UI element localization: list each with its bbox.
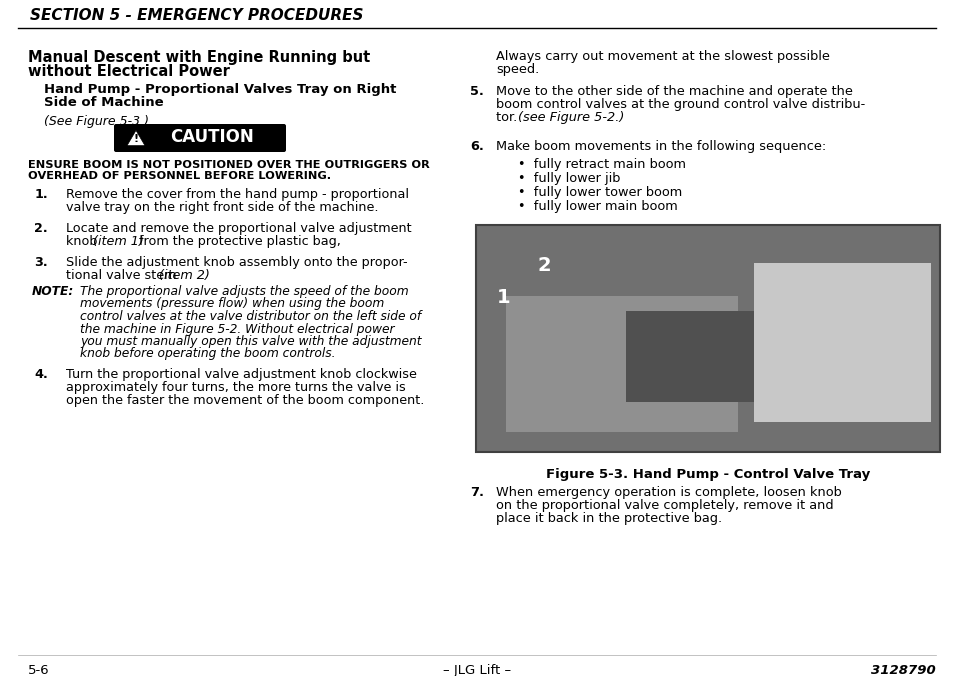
Text: (See Figure 5-3.): (See Figure 5-3.) xyxy=(44,115,149,128)
Text: 5.: 5. xyxy=(470,85,483,98)
Text: tional valve stem: tional valve stem xyxy=(66,269,180,282)
Text: SECTION 5 - EMERGENCY PROCEDURES: SECTION 5 - EMERGENCY PROCEDURES xyxy=(30,7,363,22)
Text: .: . xyxy=(201,269,205,282)
Text: Remove the cover from the hand pump - proportional: Remove the cover from the hand pump - pr… xyxy=(66,188,409,201)
Text: movements (pressure flow) when using the boom: movements (pressure flow) when using the… xyxy=(80,297,384,310)
Text: control valves at the valve distributor on the left side of: control valves at the valve distributor … xyxy=(80,310,421,323)
Text: OVERHEAD OF PERSONNEL BEFORE LOWERING.: OVERHEAD OF PERSONNEL BEFORE LOWERING. xyxy=(28,171,331,181)
Text: Locate and remove the proportional valve adjustment: Locate and remove the proportional valve… xyxy=(66,222,411,235)
FancyBboxPatch shape xyxy=(625,311,764,402)
FancyBboxPatch shape xyxy=(476,225,939,452)
Text: 2: 2 xyxy=(537,256,550,275)
Text: knob: knob xyxy=(66,235,101,248)
Text: •  fully lower jib: • fully lower jib xyxy=(517,172,619,185)
Text: tor.: tor. xyxy=(496,111,521,124)
Text: knob before operating the boom controls.: knob before operating the boom controls. xyxy=(80,347,335,360)
Text: When emergency operation is complete, loosen knob: When emergency operation is complete, lo… xyxy=(496,486,841,499)
Text: open the faster the movement of the boom component.: open the faster the movement of the boom… xyxy=(66,394,424,407)
Text: Side of Machine: Side of Machine xyxy=(44,96,164,109)
Text: without Electrical Power: without Electrical Power xyxy=(28,64,230,79)
Text: 7.: 7. xyxy=(470,486,483,499)
Text: Turn the proportional valve adjustment knob clockwise: Turn the proportional valve adjustment k… xyxy=(66,368,416,381)
Text: Figure 5-3. Hand Pump - Control Valve Tray: Figure 5-3. Hand Pump - Control Valve Tr… xyxy=(545,468,869,481)
FancyBboxPatch shape xyxy=(754,263,930,422)
Text: Make boom movements in the following sequence:: Make boom movements in the following seq… xyxy=(496,140,825,153)
Text: Manual Descent with Engine Running but: Manual Descent with Engine Running but xyxy=(28,50,370,65)
Text: Move to the other side of the machine and operate the: Move to the other side of the machine an… xyxy=(496,85,852,98)
Text: NOTE:: NOTE: xyxy=(32,285,74,298)
FancyBboxPatch shape xyxy=(505,296,738,432)
Text: •  fully retract main boom: • fully retract main boom xyxy=(517,158,685,171)
Text: ENSURE BOOM IS NOT POSITIONED OVER THE OUTRIGGERS OR: ENSURE BOOM IS NOT POSITIONED OVER THE O… xyxy=(28,160,429,170)
Text: •  fully lower tower boom: • fully lower tower boom xyxy=(517,186,681,199)
Text: 1: 1 xyxy=(497,288,510,307)
Text: place it back in the protective bag.: place it back in the protective bag. xyxy=(496,512,721,525)
Text: 3.: 3. xyxy=(34,256,48,269)
Text: 1.: 1. xyxy=(34,188,48,201)
Text: !: ! xyxy=(133,134,138,144)
Text: valve tray on the right front side of the machine.: valve tray on the right front side of th… xyxy=(66,201,378,214)
Text: CAUTION: CAUTION xyxy=(170,128,253,146)
Text: – JLG Lift –: – JLG Lift – xyxy=(442,664,511,676)
FancyBboxPatch shape xyxy=(113,124,286,152)
Text: Hand Pump - Proportional Valves Tray on Right: Hand Pump - Proportional Valves Tray on … xyxy=(44,83,395,96)
Text: 5-6: 5-6 xyxy=(28,664,50,676)
Text: (item 2): (item 2) xyxy=(159,269,210,282)
Text: (see Figure 5-2.): (see Figure 5-2.) xyxy=(517,111,623,124)
Text: from the protective plastic bag,: from the protective plastic bag, xyxy=(135,235,340,248)
Text: 4.: 4. xyxy=(34,368,48,381)
Text: 2.: 2. xyxy=(34,222,48,235)
Text: the machine in Figure 5-2. Without electrical power: the machine in Figure 5-2. Without elect… xyxy=(80,322,395,335)
Text: 3128790: 3128790 xyxy=(870,664,935,676)
Text: Slide the adjustment knob assembly onto the propor-: Slide the adjustment knob assembly onto … xyxy=(66,256,407,269)
Text: (item 1): (item 1) xyxy=(92,235,144,248)
Text: Always carry out movement at the slowest possible: Always carry out movement at the slowest… xyxy=(496,50,829,63)
Polygon shape xyxy=(127,130,145,145)
Text: speed.: speed. xyxy=(496,63,538,76)
Text: 6.: 6. xyxy=(470,140,483,153)
Text: The proportional valve adjusts the speed of the boom: The proportional valve adjusts the speed… xyxy=(80,285,408,298)
Text: boom control valves at the ground control valve distribu-: boom control valves at the ground contro… xyxy=(496,98,864,111)
Text: you must manually open this valve with the adjustment: you must manually open this valve with t… xyxy=(80,335,421,348)
Text: on the proportional valve completely, remove it and: on the proportional valve completely, re… xyxy=(496,499,833,512)
Text: approximately four turns, the more turns the valve is: approximately four turns, the more turns… xyxy=(66,381,405,394)
Text: •  fully lower main boom: • fully lower main boom xyxy=(517,200,677,213)
